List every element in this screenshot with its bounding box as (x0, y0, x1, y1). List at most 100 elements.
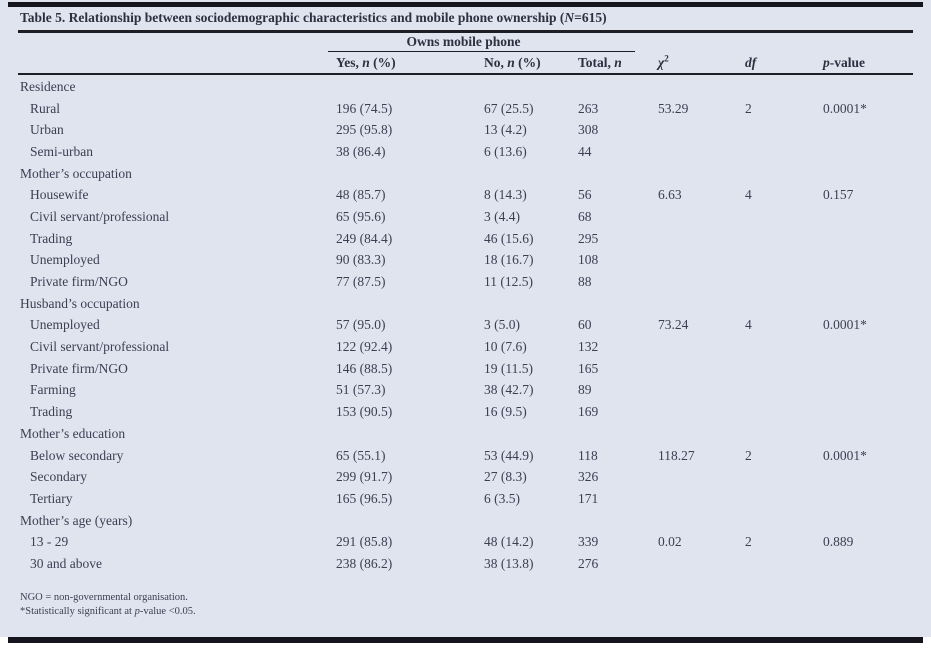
header-chi-symbol: χ (658, 54, 665, 70)
cell-no-n-pct: 67 (25.5) (484, 100, 534, 116)
cell-no-n-pct: 27 (8.3) (484, 469, 527, 485)
cell-no-n-pct: 6 (3.5) (484, 490, 520, 506)
footnote-sig-text: *Statistically significant at (20, 606, 135, 618)
cell-yes-n-pct: 57 (95.0) (336, 317, 386, 333)
cell-yes-n-pct: 65 (55.1) (336, 447, 386, 463)
cell-no-n-pct: 18 (16.7) (484, 252, 534, 268)
table-row: Private firm/NGO 77 (87.5) 11 (12.5) 88 (20, 271, 911, 293)
table-row: Residence (20, 76, 911, 98)
table-container: Table 5. Relationship between sociodemog… (18, 10, 913, 620)
cell-chi-square: 118.27 (658, 447, 695, 463)
header-no-text: No, (484, 54, 508, 70)
cell-total-n: 171 (578, 490, 599, 506)
row-label: Residence (20, 78, 76, 94)
table-row: Civil servant/professional 65 (95.6) 3 (… (20, 206, 911, 228)
cell-no-n-pct: 3 (5.0) (484, 317, 520, 333)
cell-total-n: 263 (578, 100, 599, 116)
cell-total-n: 88 (578, 274, 592, 290)
cell-yes-n-pct: 77 (87.5) (336, 274, 386, 290)
cell-yes-n-pct: 295 (95.8) (336, 122, 393, 138)
cell-yes-n-pct: 196 (74.5) (336, 100, 393, 116)
cell-yes-n-pct: 165 (96.5) (336, 490, 393, 506)
table-row: Husband’s occupation (20, 293, 911, 315)
cell-yes-n-pct: 299 (91.7) (336, 469, 393, 485)
table-row: Mother’s age (years) (20, 510, 911, 532)
table-row: 13 - 29 291 (85.8) 48 (14.2) 339 0.02 2 … (20, 531, 911, 553)
cell-no-n-pct: 16 (9.5) (484, 404, 527, 420)
table-row: Semi-urban 38 (86.4) 6 (13.6) 44 (20, 141, 911, 163)
cell-total-n: 118 (578, 447, 598, 463)
table-row: Secondary 299 (91.7) 27 (8.3) 326 (20, 466, 911, 488)
row-label: Civil servant/professional (30, 208, 170, 224)
row-label: 13 - 29 (30, 534, 69, 550)
table-row: Civil servant/professional 122 (92.4) 10… (20, 336, 911, 358)
cell-yes-n-pct: 249 (84.4) (336, 230, 393, 246)
cell-yes-n-pct: 153 (90.5) (336, 404, 393, 420)
column-header-p-value: p-value (823, 55, 911, 71)
cell-total-n: 89 (578, 382, 592, 398)
row-label: Trading (30, 404, 73, 420)
footnote-ngo: NGO = non-governmental organisation. (20, 591, 188, 603)
table-row: Trading 153 (90.5) 16 (9.5) 169 (20, 401, 911, 423)
table-row: Housewife 48 (85.7) 8 (14.3) 56 6.63 4 0… (20, 184, 911, 206)
table-row: Mother’s education (20, 423, 911, 445)
cell-yes-n-pct: 51 (57.3) (336, 382, 386, 398)
cell-total-n: 339 (578, 534, 599, 550)
row-label: 30 and above (30, 555, 102, 571)
cell-chi-square: 6.63 (658, 187, 682, 203)
row-label: Unemployed (30, 252, 100, 268)
column-header-chi-square: χ2 (658, 53, 745, 71)
cell-total-n: 60 (578, 317, 592, 333)
cell-no-n-pct: 3 (4.4) (484, 208, 520, 224)
cell-chi-square: 53.29 (658, 100, 689, 116)
cell-p-value: 0.889 (823, 534, 854, 550)
row-label: Husband’s occupation (20, 295, 140, 311)
cell-no-n-pct: 13 (4.2) (484, 122, 527, 138)
cell-p-value: 0.0001* (823, 317, 867, 333)
table-row: Tertiary 165 (96.5) 6 (3.5) 171 (20, 488, 911, 510)
cell-yes-n-pct: 291 (85.8) (336, 534, 393, 550)
table-title-suffix: =615) (574, 10, 607, 25)
table-title-n-symbol: N (564, 10, 575, 25)
column-header-yes: Yes, n (%) (336, 55, 484, 71)
row-label: Trading (30, 230, 73, 246)
cell-p-value: 0.0001* (823, 447, 867, 463)
table-row: Urban 295 (95.8) 13 (4.2) 308 (20, 119, 911, 141)
table-top-rule-bar (8, 2, 923, 7)
cell-no-n-pct: 8 (14.3) (484, 187, 527, 203)
row-label: Mother’s age (years) (20, 512, 133, 528)
column-header-df: df (745, 54, 757, 70)
footnote-sig-p-symbol: p (134, 606, 140, 618)
table-title: Table 5. Relationship between sociodemog… (20, 10, 911, 26)
cell-yes-n-pct: 38 (86.4) (336, 143, 386, 159)
cell-yes-n-pct: 238 (86.2) (336, 555, 393, 571)
cell-no-n-pct: 38 (42.7) (484, 382, 534, 398)
header-yes-n: n (362, 54, 370, 70)
cell-total-n: 308 (578, 122, 599, 138)
row-label: Mother’s education (20, 425, 126, 441)
table-bottom-rule-bar (8, 637, 923, 643)
header-chi-exponent: 2 (664, 53, 669, 63)
table-body: Residence Rural 196 (74.5) 67 (25.5) 263… (20, 76, 911, 575)
header-yes-text: Yes, (336, 54, 363, 70)
cell-yes-n-pct: 65 (95.6) (336, 208, 386, 224)
footnote-significance: *Statistically significant at p-value <0… (20, 605, 911, 620)
cell-no-n-pct: 19 (11.5) (484, 360, 533, 376)
table-row: Farming 51 (57.3) 38 (42.7) 89 (20, 380, 911, 402)
cell-df: 4 (745, 187, 752, 203)
row-label: Private firm/NGO (30, 360, 128, 376)
row-label: Unemployed (30, 317, 100, 333)
cell-chi-square: 73.24 (658, 317, 689, 333)
cell-df: 2 (745, 447, 752, 463)
table-row: Trading 249 (84.4) 46 (15.6) 295 (20, 228, 911, 250)
footnote-sig-suffix: -value <0.05. (139, 606, 196, 618)
cell-no-n-pct: 38 (13.8) (484, 555, 534, 571)
cell-total-n: 132 (578, 339, 599, 355)
header-p-suffix: -value (829, 54, 865, 70)
cell-total-n: 295 (578, 230, 599, 246)
cell-yes-n-pct: 48 (85.7) (336, 187, 386, 203)
cell-no-n-pct: 10 (7.6) (484, 339, 527, 355)
spanner-header-row: Owns mobile phone (20, 33, 911, 52)
cell-df: 2 (745, 534, 752, 550)
table-row: 30 and above 238 (86.2) 38 (13.8) 276 (20, 553, 911, 575)
